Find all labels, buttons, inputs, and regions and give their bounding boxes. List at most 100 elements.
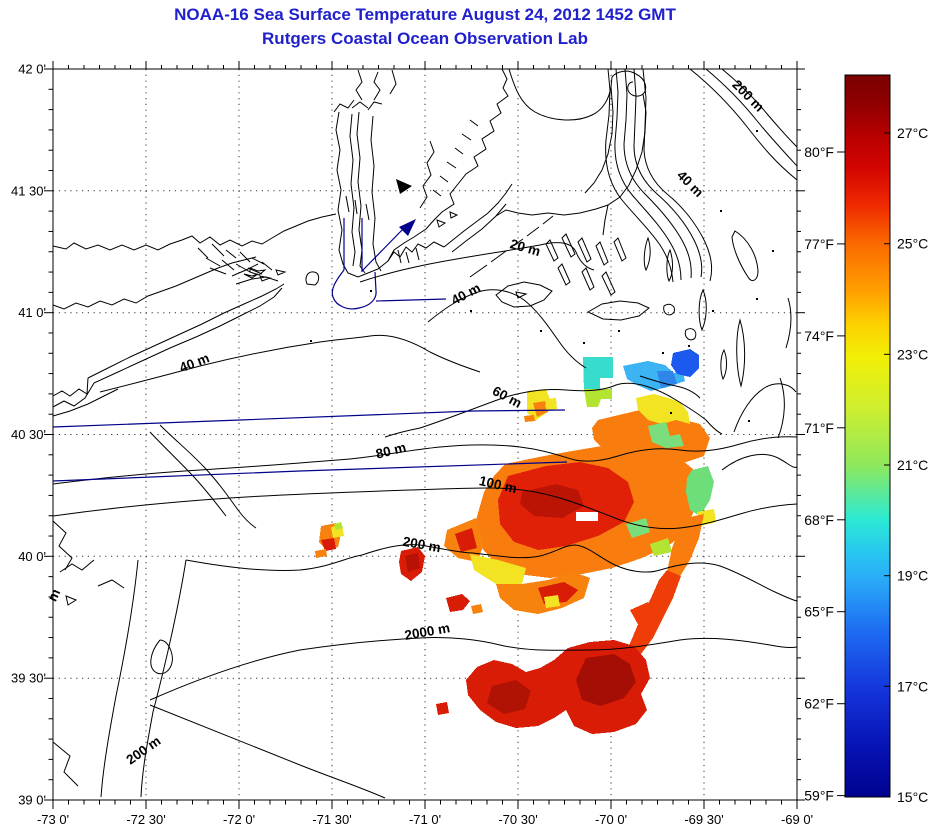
- sst-patch: [455, 528, 477, 552]
- colorbar-label-fahrenheit: 80°F: [804, 144, 834, 160]
- sst-patch: [667, 514, 704, 578]
- plot-title: NOAA-16 Sea Surface Temperature August 2…: [174, 5, 676, 24]
- sst-patch: [315, 549, 327, 558]
- coastline-marthas-vineyard-nantucket: [495, 281, 650, 321]
- contour-depth-label: 40 m: [177, 350, 211, 375]
- lon-tick-label: -70 30': [498, 812, 537, 827]
- colorbar-label-fahrenheit: 65°F: [804, 604, 834, 620]
- sst-patch: [636, 394, 690, 424]
- lon-tick-label: -70 0': [595, 812, 627, 827]
- colorbar-label-fahrenheit: 71°F: [804, 420, 834, 436]
- axis-tick-labels: 42 0' 41 30' 41 0' 40 30' 40 0' 39 30' 39 0' -7…: [11, 62, 813, 828]
- contour-depth-label: 2000 m: [403, 620, 451, 643]
- contour-bundle-northeast-corner: [689, 68, 798, 181]
- lat-tick-label: 39 30': [11, 671, 46, 686]
- lat-tick-label: 40 0': [18, 549, 46, 564]
- colorbar-label-fahrenheit: 77°F: [804, 236, 834, 252]
- colorbar-label-fahrenheit: 74°F: [804, 328, 834, 344]
- sst-patch: [321, 538, 336, 551]
- sst-patch: [334, 522, 343, 530]
- axes-frame: [44, 61, 805, 809]
- sst-patch: [626, 518, 650, 538]
- sst-patch: [533, 401, 548, 417]
- colorbar-label-fahrenheit: 59°F: [804, 788, 834, 804]
- contour-depth-label: 40 m: [674, 168, 706, 200]
- colorbar-label-celsius: 17°C: [897, 678, 928, 694]
- sst-patch: [630, 602, 656, 628]
- sst-patch: [584, 389, 612, 407]
- sst-patch: [544, 595, 560, 608]
- sst-patch: [576, 512, 598, 521]
- contour-60m: [384, 382, 723, 438]
- sst-patch: [446, 594, 470, 612]
- sst-patch: [648, 422, 684, 448]
- lon-tick-label: -71 30': [312, 812, 351, 827]
- lon-tick-label: -72 0': [223, 812, 255, 827]
- lat-tick-label: 42 0': [18, 62, 46, 77]
- coastline-cape-cod: [495, 68, 647, 236]
- sst-patch: [487, 680, 531, 714]
- colorbar-gradient: [844, 74, 891, 798]
- contour-depth-label: 60 m: [490, 383, 524, 411]
- coastline-and-bathymetry: [52, 68, 798, 799]
- contour-40m-mid: [427, 289, 587, 369]
- sst-patch: [671, 349, 699, 377]
- contour-depth-label: 20 m: [508, 236, 542, 259]
- transect-line-south: [52, 461, 568, 482]
- sst-patch: [471, 604, 483, 614]
- contour-depth-label: 200 m: [123, 733, 163, 767]
- map-arrow-marker: [396, 179, 412, 194]
- contours-southwest-corner: [52, 520, 125, 787]
- nantucket-shoals-east: [639, 230, 759, 399]
- contour-depth-label: m: [45, 586, 64, 603]
- coastline-long-island: [52, 256, 285, 417]
- survey-track-lines: [52, 218, 568, 482]
- sst-patch: [545, 398, 557, 410]
- plot-subtitle: Rutgers Coastal Ocean Observation Lab: [262, 29, 588, 48]
- contour-hudson-canyon: [100, 424, 257, 798]
- contour-bundle-great-south-channel: [605, 68, 713, 283]
- lon-tick-label: -71 0': [409, 812, 441, 827]
- lat-tick-label: 41 30': [11, 183, 46, 198]
- colorbar-label-celsius: 15°C: [897, 789, 928, 805]
- contour-depth-label: 200 m: [402, 534, 442, 555]
- sst-patch: [576, 654, 636, 706]
- coastline-buzzards-bay-massachusetts: [387, 68, 554, 278]
- lat-tick-label: 40 30': [11, 427, 46, 442]
- lat-tick-label: 39 0': [18, 793, 46, 808]
- sst-patch: [657, 371, 677, 388]
- nantucket-sound-shoals: [545, 233, 627, 296]
- colorbar-label-fahrenheit: 68°F: [804, 512, 834, 528]
- colorbar-label-celsius: 19°C: [897, 568, 928, 584]
- sst-patch: [650, 538, 672, 556]
- colorbar-label-celsius: 23°C: [897, 346, 928, 362]
- coastline-rhode-island-narragansett: [305, 69, 445, 286]
- transect-line-north: [52, 409, 566, 428]
- glider-track-block-island: [331, 218, 447, 310]
- sst-data-patches: [315, 349, 716, 734]
- sst-patch: [628, 570, 681, 654]
- contour-depth-label: 80 m: [374, 440, 407, 462]
- contour-80m: [52, 436, 798, 485]
- contour-2000m: [149, 637, 798, 799]
- contours-right-edge: [721, 297, 798, 471]
- sst-patch: [583, 357, 613, 391]
- sst-patch: [405, 553, 420, 572]
- colorbar-label-celsius: 25°C: [897, 236, 928, 252]
- track-arrowhead: [399, 219, 416, 236]
- colorbar-label-fahrenheit: 62°F: [804, 696, 834, 712]
- contour-100m: [52, 487, 798, 530]
- lon-tick-label: -73 0': [37, 812, 69, 827]
- lat-tick-label: 41 0': [18, 305, 46, 320]
- contour-20m: [359, 242, 595, 283]
- lon-tick-label: -72 30': [126, 812, 165, 827]
- colorbar-label-celsius: 27°C: [897, 125, 928, 141]
- sst-patch: [436, 702, 449, 715]
- contour-depth-label: 40 m: [449, 280, 483, 308]
- sst-patch: [524, 415, 535, 422]
- contour-200m-shelfbreak: [185, 544, 798, 602]
- sst-patch: [470, 554, 526, 584]
- lon-tick-label: -69 30': [684, 812, 723, 827]
